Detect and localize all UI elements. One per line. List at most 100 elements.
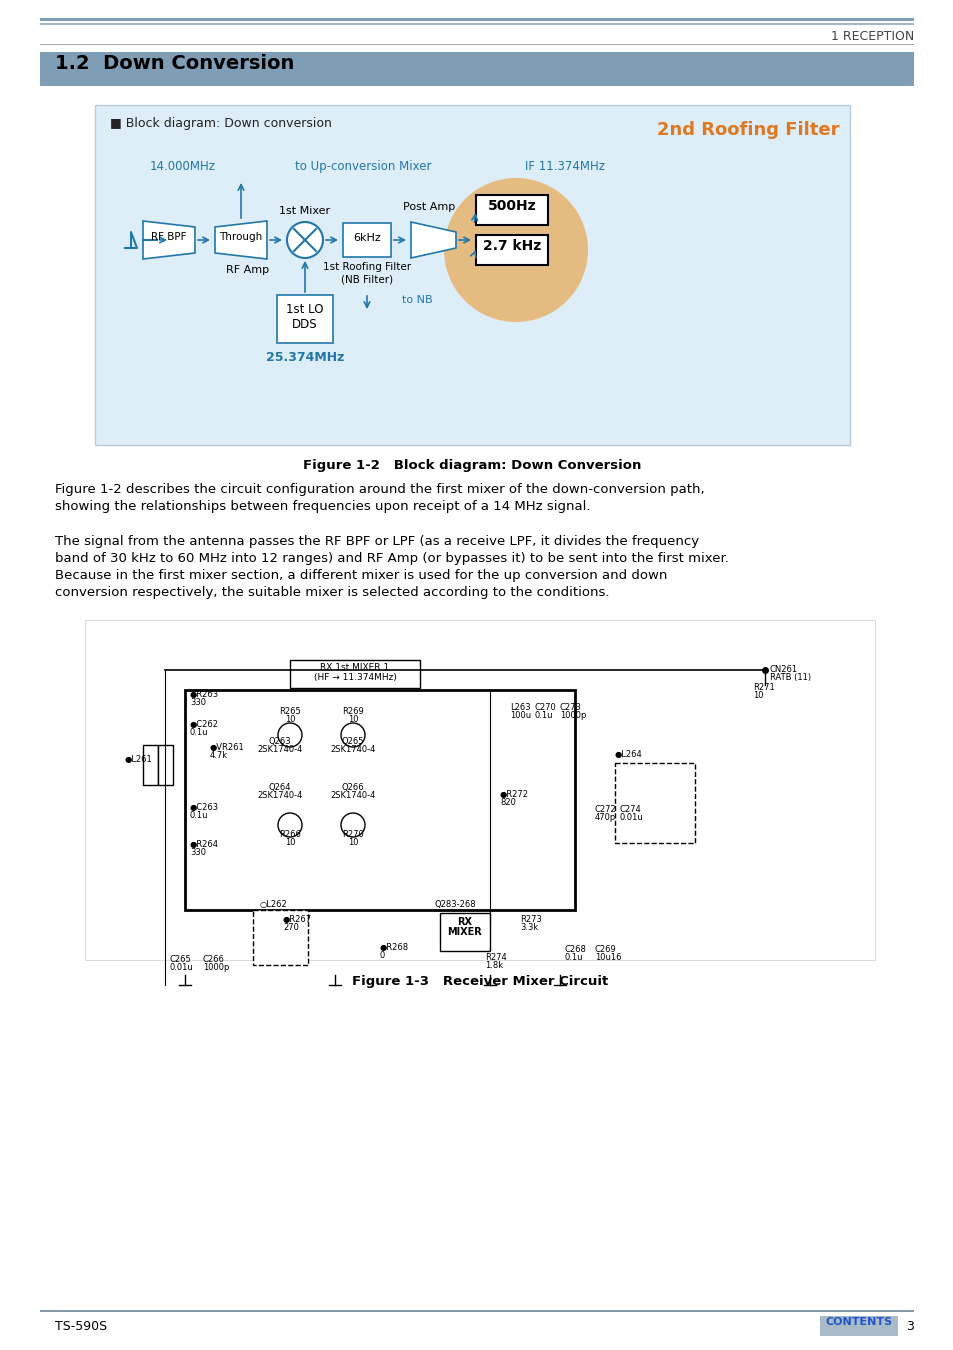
Text: 330: 330	[190, 848, 206, 857]
Circle shape	[340, 724, 365, 747]
Text: Q263: Q263	[269, 737, 291, 747]
Text: Q265: Q265	[341, 737, 364, 747]
Text: ●R267: ●R267	[283, 915, 312, 923]
Text: ●R272: ●R272	[499, 790, 529, 799]
Text: C269: C269	[595, 945, 616, 954]
Text: ●C263: ●C263	[190, 803, 219, 811]
Text: 0: 0	[379, 950, 385, 960]
Text: Figure 1-2 describes the circuit configuration around the first mixer of the dow: Figure 1-2 describes the circuit configu…	[55, 483, 704, 495]
Bar	[158, 745, 172, 784]
Text: R269: R269	[342, 707, 363, 716]
Circle shape	[340, 813, 365, 837]
Polygon shape	[411, 221, 456, 258]
Text: Q264: Q264	[269, 783, 291, 792]
Text: R274: R274	[484, 953, 506, 963]
Bar	[40, 1310, 913, 1312]
Bar	[439, 913, 490, 950]
Text: 1st Roofing Filter: 1st Roofing Filter	[323, 262, 411, 271]
Text: 2SK1740-4: 2SK1740-4	[257, 791, 302, 801]
Text: 1.8k: 1.8k	[484, 961, 502, 971]
Text: 1st Mixer: 1st Mixer	[279, 207, 331, 216]
Bar	[85, 620, 874, 960]
Text: Figure 1-3   Receiver Mixer Circuit: Figure 1-3 Receiver Mixer Circuit	[352, 975, 607, 988]
Text: C270: C270	[535, 703, 557, 711]
Text: ●C262: ●C262	[190, 720, 219, 729]
Text: 270: 270	[283, 923, 298, 932]
Text: C266: C266	[203, 954, 225, 964]
Text: MIXER: MIXER	[447, 927, 482, 937]
Bar	[143, 745, 158, 784]
Text: to NB: to NB	[401, 296, 432, 305]
Text: band of 30 kHz to 60 MHz into 12 ranges) and RF Amp (or bypasses it) to be sent : band of 30 kHz to 60 MHz into 12 ranges)…	[55, 552, 728, 566]
Text: C268: C268	[564, 945, 586, 954]
Text: CONTENTS: CONTENTS	[824, 1318, 892, 1327]
Circle shape	[277, 724, 302, 747]
Bar	[40, 53, 913, 86]
Circle shape	[277, 813, 302, 837]
Text: The signal from the antenna passes the RF BPF or LPF (as a receive LPF, it divid: The signal from the antenna passes the R…	[55, 535, 699, 548]
Text: RX 1st MIXER 1: RX 1st MIXER 1	[320, 663, 389, 672]
Text: RF Amp: RF Amp	[226, 265, 269, 275]
Text: Because in the first mixer section, a different mixer is used for the up convers: Because in the first mixer section, a di…	[55, 568, 667, 582]
Text: Through: Through	[219, 232, 262, 242]
Text: 10: 10	[284, 838, 294, 846]
Text: 2.7 kHz: 2.7 kHz	[482, 239, 540, 252]
Text: C265: C265	[170, 954, 192, 964]
Text: 1st LO
DDS: 1st LO DDS	[286, 302, 323, 331]
Text: 0.1u: 0.1u	[190, 728, 209, 737]
Text: to Up-conversion Mixer: to Up-conversion Mixer	[294, 161, 431, 173]
Text: 0.1u: 0.1u	[190, 811, 209, 819]
Text: 6kHz: 6kHz	[353, 234, 380, 243]
Text: C272: C272	[595, 805, 616, 814]
Text: 330: 330	[190, 698, 206, 707]
Circle shape	[287, 221, 323, 258]
Text: 820: 820	[499, 798, 516, 807]
Text: 0.01u: 0.01u	[619, 813, 643, 822]
Text: C274: C274	[619, 805, 641, 814]
Bar	[276, 296, 333, 343]
Text: ●VR261: ●VR261	[210, 743, 245, 752]
Bar	[476, 194, 547, 225]
Text: ●R268: ●R268	[379, 944, 409, 952]
Text: RF BPF: RF BPF	[152, 232, 187, 242]
Text: showing the relationships between frequencies upon receipt of a 14 MHz signal.: showing the relationships between freque…	[55, 500, 590, 513]
Text: 10: 10	[348, 716, 358, 724]
Text: 0.01u: 0.01u	[170, 963, 193, 972]
Bar	[615, 763, 695, 842]
Text: 100u: 100u	[510, 711, 531, 720]
Bar	[95, 105, 849, 446]
Text: 2SK1740-4: 2SK1740-4	[330, 745, 375, 755]
Text: 2nd Roofing Filter: 2nd Roofing Filter	[657, 122, 840, 139]
Polygon shape	[143, 221, 194, 259]
Bar	[820, 1316, 897, 1336]
Text: Post Amp: Post Amp	[402, 202, 455, 212]
Text: ●L264: ●L264	[615, 751, 642, 759]
Text: 500Hz: 500Hz	[487, 198, 536, 213]
Text: 1000p: 1000p	[559, 711, 586, 720]
Text: R266: R266	[279, 830, 300, 838]
Text: (HF → 11.374MHz): (HF → 11.374MHz)	[314, 674, 396, 682]
Text: (NB Filter): (NB Filter)	[340, 275, 393, 285]
Text: IF 11.374MHz: IF 11.374MHz	[524, 161, 604, 173]
Text: Q283-268: Q283-268	[435, 900, 476, 909]
Text: 10: 10	[752, 691, 762, 701]
Bar	[253, 910, 308, 965]
Text: 3: 3	[905, 1320, 913, 1332]
Text: Q266: Q266	[341, 783, 364, 792]
Bar	[476, 235, 547, 265]
Text: R271: R271	[752, 683, 774, 693]
Text: RX: RX	[457, 917, 472, 927]
Text: 1 RECEPTION: 1 RECEPTION	[830, 30, 913, 43]
Bar	[40, 23, 913, 26]
Text: 0.1u: 0.1u	[564, 953, 583, 963]
Text: 3.3k: 3.3k	[519, 923, 537, 932]
Text: R273: R273	[519, 915, 541, 923]
Bar	[185, 690, 575, 910]
Text: TS-590S: TS-590S	[55, 1320, 107, 1332]
Text: 470p: 470p	[595, 813, 616, 822]
Circle shape	[443, 178, 587, 323]
Text: 1000p: 1000p	[203, 963, 229, 972]
Text: 25.374MHz: 25.374MHz	[266, 351, 344, 364]
Text: 4.7k: 4.7k	[210, 751, 228, 760]
Text: ○L262: ○L262	[260, 900, 288, 909]
